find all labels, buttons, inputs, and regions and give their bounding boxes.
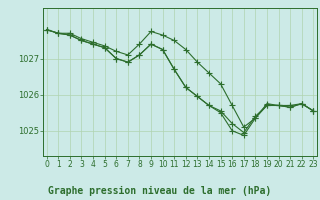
Text: Graphe pression niveau de la mer (hPa): Graphe pression niveau de la mer (hPa): [48, 186, 272, 196]
